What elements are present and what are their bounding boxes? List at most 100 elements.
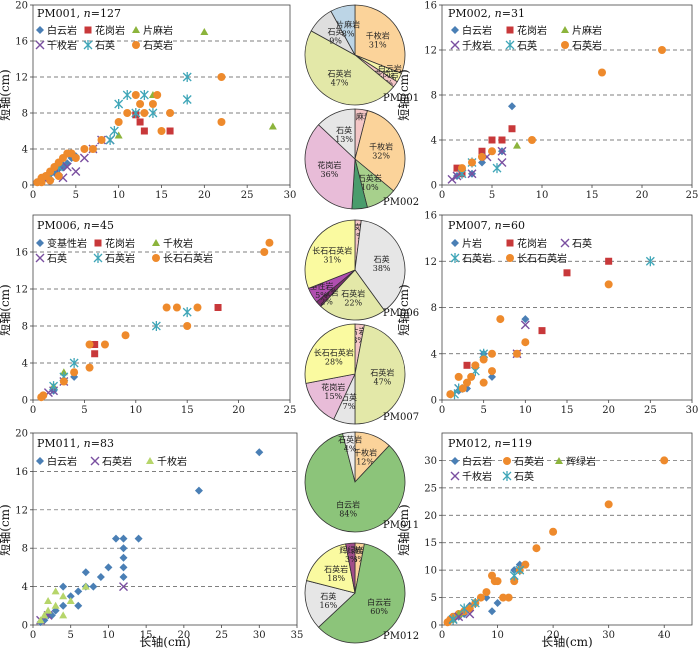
- legend-marker: [152, 239, 160, 246]
- y-tick-label: 16: [15, 467, 28, 478]
- pie-slice-percent: 9%: [329, 37, 342, 46]
- x-tick-label: 30: [686, 405, 699, 416]
- x-tick-label: 10: [536, 190, 549, 201]
- data-point: [62, 162, 72, 172]
- data-point: [139, 90, 149, 100]
- data-point: [513, 141, 521, 149]
- data-point: [447, 174, 457, 184]
- legend-label: 石英: [514, 470, 534, 483]
- y-tick-label: 15: [424, 538, 437, 549]
- data-point: [121, 331, 130, 340]
- legend-label: 石英岩: [102, 455, 132, 468]
- x-tick-label: 15: [181, 405, 194, 416]
- data-point: [54, 172, 63, 180]
- data-point: [478, 147, 486, 155]
- pie-slice-label: 长石石英岩: [312, 246, 352, 256]
- data-point: [488, 372, 496, 381]
- data-point: [71, 167, 81, 176]
- chart-panel-0: 0 4 8 12 16 20 0 5 10 15 20 25 30 PM001, n=127 白云岩 花岗岩 片…: [15, 1, 296, 202]
- y-tick-label: 16: [15, 37, 28, 48]
- legend-marker: [450, 40, 460, 50]
- data-point: [488, 367, 496, 376]
- chart-title: PM002, n=31: [448, 7, 525, 20]
- data-point: [122, 90, 132, 100]
- pie-slice-percent: 13%: [335, 135, 353, 144]
- legend-label: 石英岩: [462, 252, 492, 265]
- data-point: [604, 500, 613, 509]
- data-point: [140, 127, 148, 135]
- pie-slice-label: 石英岩: [370, 368, 394, 378]
- series-e79fb3e88bb1: [45, 72, 192, 181]
- legend-label: 花岗岩: [517, 24, 547, 37]
- y-axis-label-right-2: 短轴(cm): [396, 504, 411, 555]
- pie-slice-percent: 31%: [369, 41, 387, 50]
- x-tick-label: 30: [253, 630, 266, 641]
- y-tick-label: 4: [22, 582, 28, 593]
- pie-slice: [304, 30, 395, 106]
- x-tick-label: 0: [30, 630, 36, 641]
- legend-label: 石英: [95, 39, 115, 52]
- pie-slice-percent: 10%: [361, 183, 379, 192]
- data-point: [468, 158, 476, 167]
- data-point: [448, 614, 458, 625]
- data-point: [66, 597, 75, 604]
- x-tick-label: 25: [215, 630, 228, 641]
- data-point: [598, 68, 606, 77]
- data-point: [59, 582, 68, 591]
- legend-marker: [84, 26, 92, 34]
- data-point: [200, 28, 209, 35]
- pie-slice-percent: 16%: [319, 601, 337, 610]
- y-tick-label: 8: [22, 544, 28, 555]
- legend-marker: [450, 253, 460, 263]
- data-point: [157, 127, 166, 135]
- data-point: [74, 601, 83, 610]
- legend-marker: [561, 26, 569, 33]
- y-tick-label: 0: [22, 396, 28, 407]
- x-tick-label: 20: [547, 630, 560, 641]
- x-tick-label: 20: [198, 190, 211, 201]
- y-tick-label: 8: [22, 322, 28, 333]
- series-e79fb3e88bb1e5b2a9: [450, 256, 655, 400]
- legend-marker: [560, 238, 570, 248]
- data-point: [88, 145, 97, 153]
- legend-label: 花岗岩: [517, 237, 547, 250]
- data-point: [510, 577, 519, 586]
- data-point: [479, 378, 488, 387]
- y-tick-label: 16: [15, 248, 28, 259]
- data-point: [81, 568, 90, 577]
- data-point: [131, 91, 140, 99]
- y-tick-label: 20: [15, 429, 28, 440]
- pie-slice: [304, 323, 356, 384]
- pie-slice-percent: 5%: [315, 291, 328, 300]
- y-tick-label: 30: [424, 456, 437, 467]
- data-point: [111, 534, 120, 543]
- legend-label: 石英岩: [514, 455, 544, 468]
- pie-slice-label: 石英岩: [324, 564, 348, 574]
- data-point: [488, 607, 496, 616]
- pie-slice-label: 石英: [320, 591, 336, 601]
- legend-label: 片麻岩: [572, 24, 602, 37]
- data-point: [162, 303, 171, 312]
- data-point: [493, 599, 502, 608]
- legend-label: 花岗岩: [105, 237, 135, 250]
- y-tick-label: 8: [431, 303, 437, 314]
- data-point: [521, 315, 530, 324]
- data-point: [488, 349, 496, 358]
- data-point: [51, 601, 60, 609]
- pie-slice-label: 石英: [336, 125, 352, 135]
- pie-slice-label: 花岗岩: [345, 222, 369, 232]
- data-point: [70, 368, 79, 377]
- pie-slice: [304, 124, 356, 210]
- pie-slice-percent: 47%: [373, 378, 391, 387]
- pie-label: PM001: [383, 93, 419, 104]
- x-tick-label: 15: [155, 190, 168, 201]
- pie-slice-percent: 38%: [373, 264, 391, 273]
- legend-marker: [36, 239, 44, 247]
- pie-slice-label: 石英岩: [358, 173, 382, 183]
- pie-slice: [317, 108, 356, 160]
- data-point: [136, 100, 145, 108]
- y-tick-label: 20: [424, 511, 437, 522]
